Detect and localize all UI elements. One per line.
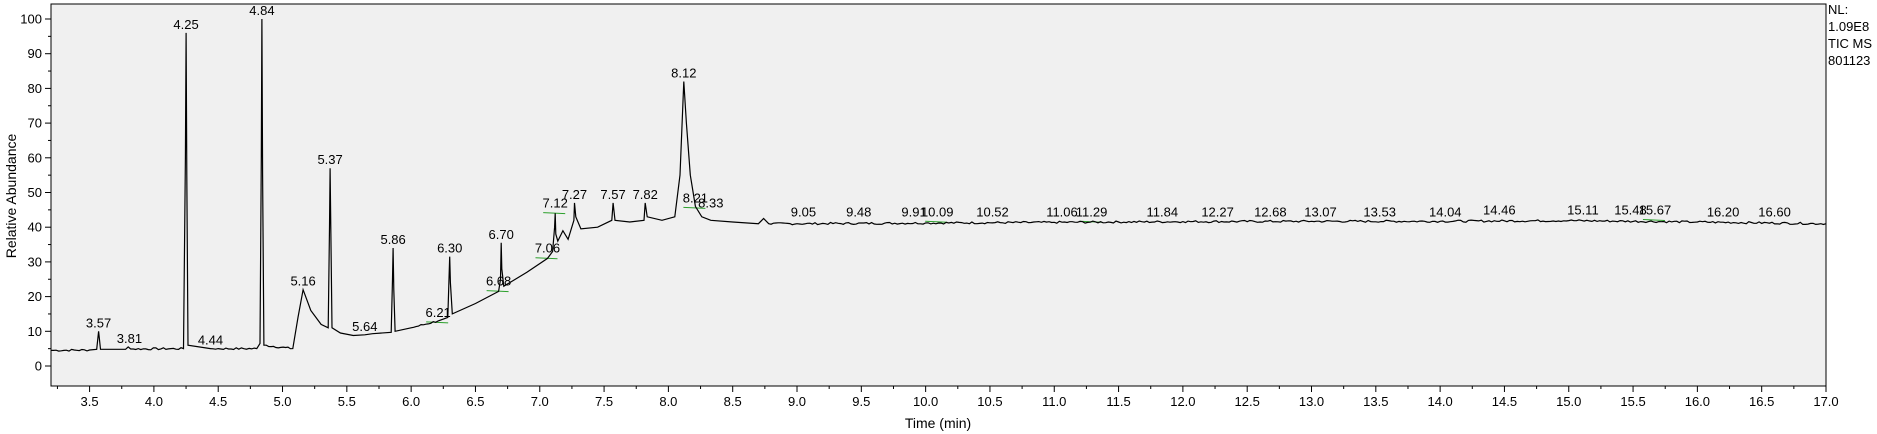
baseline-marker (683, 206, 706, 209)
x-tick-label: 14.0 (1427, 394, 1452, 409)
peak-label: 6.70 (489, 227, 514, 242)
y-tick-label: 70 (28, 116, 42, 131)
tic-trace-line (51, 18, 1827, 352)
peak-label: 16.20 (1707, 204, 1740, 219)
peak-labels: 3.57 3.81 4.25 4.44 4.84 5.16 5.37 5.64 5.86 6.21… (86, 3, 1791, 348)
x-tick-label: 16.5 (1749, 394, 1774, 409)
peak-label: 5.16 (290, 274, 315, 289)
x-tick-label: 4.0 (145, 394, 163, 409)
peak-label: 15.11 (1567, 203, 1599, 218)
x-tick-label: 6.0 (402, 394, 420, 409)
x-tick-label: 9.5 (852, 394, 870, 409)
peak-label: 5.86 (380, 232, 405, 247)
x-tick-label: 16.0 (1685, 394, 1710, 409)
peak-label: 12.68 (1254, 204, 1287, 219)
y-tick-label: 50 (28, 185, 42, 200)
y-tick-label: 20 (28, 289, 42, 304)
x-tick-label: 13.5 (1363, 394, 1388, 409)
peak-label: 3.81 (117, 331, 142, 346)
y-tick-label: 40 (28, 220, 42, 235)
peak-label: 7.06 (535, 241, 560, 256)
peak-label: 7.82 (633, 187, 658, 202)
x-tick-label: 11.0 (1042, 394, 1066, 409)
peak-label: 8.21 (683, 190, 708, 205)
info-line-id: 801123 (1828, 53, 1871, 68)
peak-label: 7.57 (600, 187, 625, 202)
peak-label: 12.27 (1201, 204, 1234, 219)
baseline-marker (486, 290, 509, 293)
peak-label: 6.21 (425, 305, 450, 320)
peak-label: 6.30 (437, 241, 462, 256)
y-tick-label: 100 (20, 12, 42, 27)
y-tick-label: 90 (28, 46, 42, 61)
peak-label: 8.33 (698, 196, 723, 211)
x-tick-label: 7.0 (531, 394, 549, 409)
scan-info: NL: 1.09E8 TIC MS 801123 (1828, 1, 1872, 69)
x-tick-label: 14.5 (1492, 394, 1517, 409)
peak-label: 13.07 (1304, 204, 1337, 219)
peak-label: 14.04 (1429, 204, 1462, 219)
x-tick-label: 5.0 (273, 394, 291, 409)
baseline-marker (925, 220, 948, 223)
peak-label: 4.25 (173, 17, 198, 32)
x-tick-label: 15.0 (1556, 394, 1581, 409)
y-tick-label: 10 (28, 324, 42, 339)
peak-label: 4.84 (249, 3, 274, 18)
y-axis-title: Relative Abundance (3, 134, 19, 259)
peak-label: 11.06 (1046, 204, 1078, 219)
x-tick-label: 15.5 (1620, 394, 1645, 409)
peak-label: 3.57 (86, 315, 111, 330)
peak-label: 10.52 (976, 204, 1009, 219)
x-tick-label: 4.5 (209, 394, 227, 409)
x-tick-label: 11.5 (1106, 394, 1130, 409)
peak-label: 16.60 (1758, 204, 1791, 219)
x-tick-label: 6.5 (466, 394, 484, 409)
x-tick-label: 10.5 (977, 394, 1002, 409)
baseline-marker (543, 212, 566, 215)
peak-label: 15.48 (1614, 203, 1647, 218)
peak-label: 9.48 (846, 204, 871, 219)
peak-label: 10.09 (921, 204, 954, 219)
peak-label: 5.37 (317, 152, 342, 167)
x-tick-label: 12.0 (1170, 394, 1195, 409)
x-tick-label: 7.5 (595, 394, 613, 409)
baseline-marker (535, 257, 558, 260)
x-tick-label: 8.0 (659, 394, 677, 409)
plot-area (50, 3, 1827, 387)
info-line-nl: NL: (1828, 2, 1849, 17)
x-tick-label: 9.0 (788, 394, 806, 409)
x-tick-label: 12.5 (1235, 394, 1260, 409)
peak-label: 9.05 (791, 204, 816, 219)
peak-label: 13.53 (1363, 204, 1396, 219)
baseline-marker (426, 321, 449, 324)
peak-label: 9.91 (901, 204, 926, 219)
peak-label: 8.12 (671, 65, 696, 80)
x-tick-label: 5.5 (338, 394, 356, 409)
peak-label: 15.67 (1639, 203, 1672, 218)
x-axis: 3.5 4.0 4.5 5.0 5.5 6.0 6.5 7.0 7.5 8.0 8.5 9.0 9.5 1… (56, 386, 1839, 409)
y-tick-label: 30 (28, 254, 42, 269)
baseline-marker (1642, 219, 1665, 222)
peak-label: 6.68 (486, 274, 511, 289)
info-line-mode: TIC MS (1828, 36, 1873, 51)
x-tick-label: 10.0 (913, 394, 938, 409)
peak-label: 11.84 (1147, 204, 1179, 219)
y-tick-label: 0 (35, 359, 42, 374)
info-line-value: 1.09E8 (1828, 19, 1870, 34)
peak-label: 7.12 (543, 196, 568, 211)
peak-label: 14.46 (1483, 203, 1516, 218)
peak-label: 5.64 (352, 319, 377, 334)
x-axis-title: Time (min) (905, 415, 971, 431)
x-tick-label: 8.5 (724, 394, 742, 409)
x-tick-label: 13.0 (1299, 394, 1324, 409)
y-tick-label: 80 (28, 81, 42, 96)
y-axis: 0 10 20 30 40 50 60 70 80 90 100 (20, 12, 51, 374)
x-tick-label: 3.5 (81, 394, 99, 409)
x-tick-label: 17.0 (1813, 394, 1838, 409)
peak-label: 4.44 (198, 333, 223, 348)
peak-label: 11.29 (1076, 204, 1108, 219)
peak-label: 7.27 (562, 187, 587, 202)
y-tick-label: 60 (28, 150, 42, 165)
